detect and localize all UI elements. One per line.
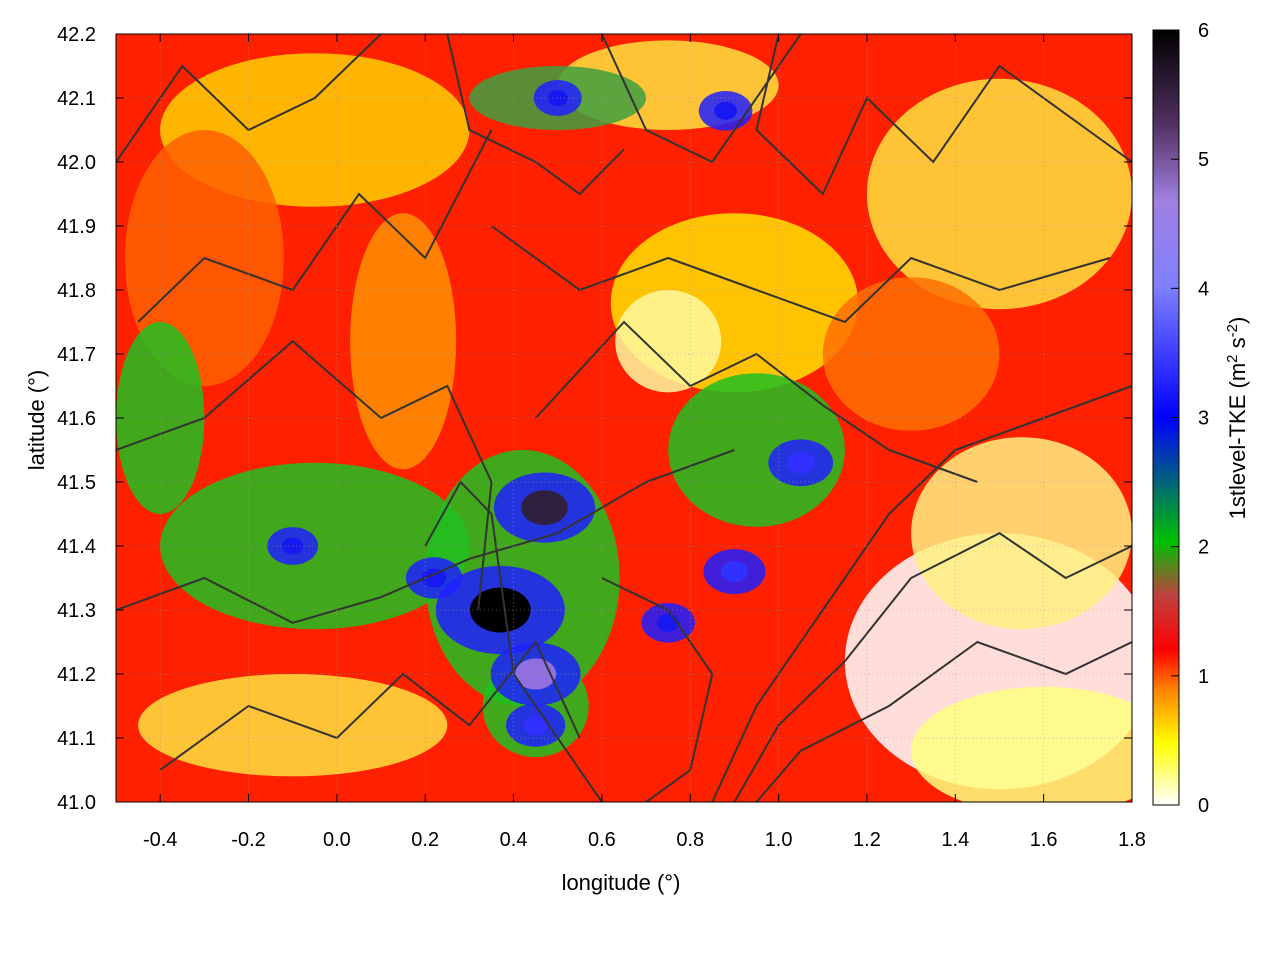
x-tick-label-1: -0.2 [231,829,265,851]
y-tick-label-6: 41.6 [57,408,96,430]
contour-line-13 [424,480,603,802]
colorbar-axis: 0 1 2 3 4 5 6 [1171,20,1209,817]
x-tick-label-2: 0.0 [323,829,351,851]
contour-line-8 [733,532,1132,802]
y-tick-label-10: 42.0 [57,152,96,174]
colorbar-tick-label-5: 5 [1198,149,1209,171]
heat-patch-11 [822,277,1000,431]
heat-patch-4 [911,437,1132,630]
hotspot-core-6 [421,568,447,588]
y-tick-label-8: 41.8 [57,280,96,302]
colorbar-label-main: 1stlevel-TKE (m [1225,363,1250,519]
colorbar-tick-label-2: 2 [1198,537,1209,559]
contour-line-1 [137,129,493,323]
hotspot-core-8 [720,561,748,583]
x-tick-label-5: 0.6 [588,829,616,851]
colorbar-label-mid: s [1225,337,1250,354]
x-tick-label-9: 1.4 [941,829,969,851]
colorbar-tick-label-1: 1 [1198,666,1209,688]
heatmap-field [116,34,1132,802]
colorbar-tick-label-0: 0 [1198,795,1209,817]
contour-line-10 [755,34,1132,196]
y-axis: 41.0 41.1 41.2 41.3 41.4 41.5 41.6 41.7 41.8 41.9… [57,24,1132,814]
y-axis-label: latitude (°) [24,370,49,471]
x-tick-label-0: -0.4 [143,829,177,851]
colorbar-label: 1stlevel-TKE (m2 s-2) [1224,317,1250,520]
contour-line-9 [755,640,1132,802]
y-tick-label-0: 41.0 [57,792,96,814]
hotspot-core-3 [786,451,815,474]
hotspot-core-5 [522,715,549,736]
colorbar-label-sup2: -2 [1224,324,1241,337]
hotspot-core-0 [521,490,568,526]
x-tick-label-7: 1.0 [765,829,793,851]
x-tick-label-11: 1.8 [1118,829,1146,851]
colorbar-tick-label-4: 4 [1198,278,1209,300]
heat-patch-5 [866,78,1132,310]
x-tick-label-8: 1.2 [853,829,881,851]
y-tick-label-5: 41.5 [57,472,96,494]
contour-line-5 [490,225,1111,324]
y-tick-label-12: 42.2 [57,24,96,46]
y-tick-label-9: 41.9 [57,216,96,238]
heat-patch-10 [350,213,457,470]
y-tick-label-3: 41.3 [57,600,96,622]
heat-patch-3 [911,686,1132,802]
x-axis-label: longitude (°) [562,870,681,895]
x-tick-label-6: 0.8 [676,829,704,851]
heat-patch-8 [138,674,448,777]
contour-line-12 [446,34,625,196]
grid-lines [116,34,1132,802]
x-tick-label-3: 0.2 [411,829,439,851]
x-tick-label-4: 0.4 [500,829,528,851]
heat-patch-1 [615,290,722,393]
colorbar-tick-label-6: 6 [1198,20,1209,42]
x-axis: -0.4 -0.2 0.0 0.2 0.4 0.6 0.8 1.0 1.2 1.4 1.6 1.8 [143,34,1146,851]
y-tick-label-7: 41.7 [57,344,96,366]
colorbar-label-sup1: 2 [1224,354,1241,362]
colorbar-label-end: ) [1225,317,1250,324]
y-tick-label-1: 41.1 [57,728,96,750]
y-tick-label-11: 42.1 [57,88,96,110]
colorbar-tick-label-3: 3 [1198,408,1209,430]
y-tick-label-2: 41.2 [57,664,96,686]
hotspot-core-10 [714,101,737,120]
y-tick-label-4: 41.4 [57,536,96,558]
heat-patch-14 [668,373,845,527]
hotspot-core-9 [547,90,568,106]
x-tick-label-10: 1.6 [1030,829,1058,851]
